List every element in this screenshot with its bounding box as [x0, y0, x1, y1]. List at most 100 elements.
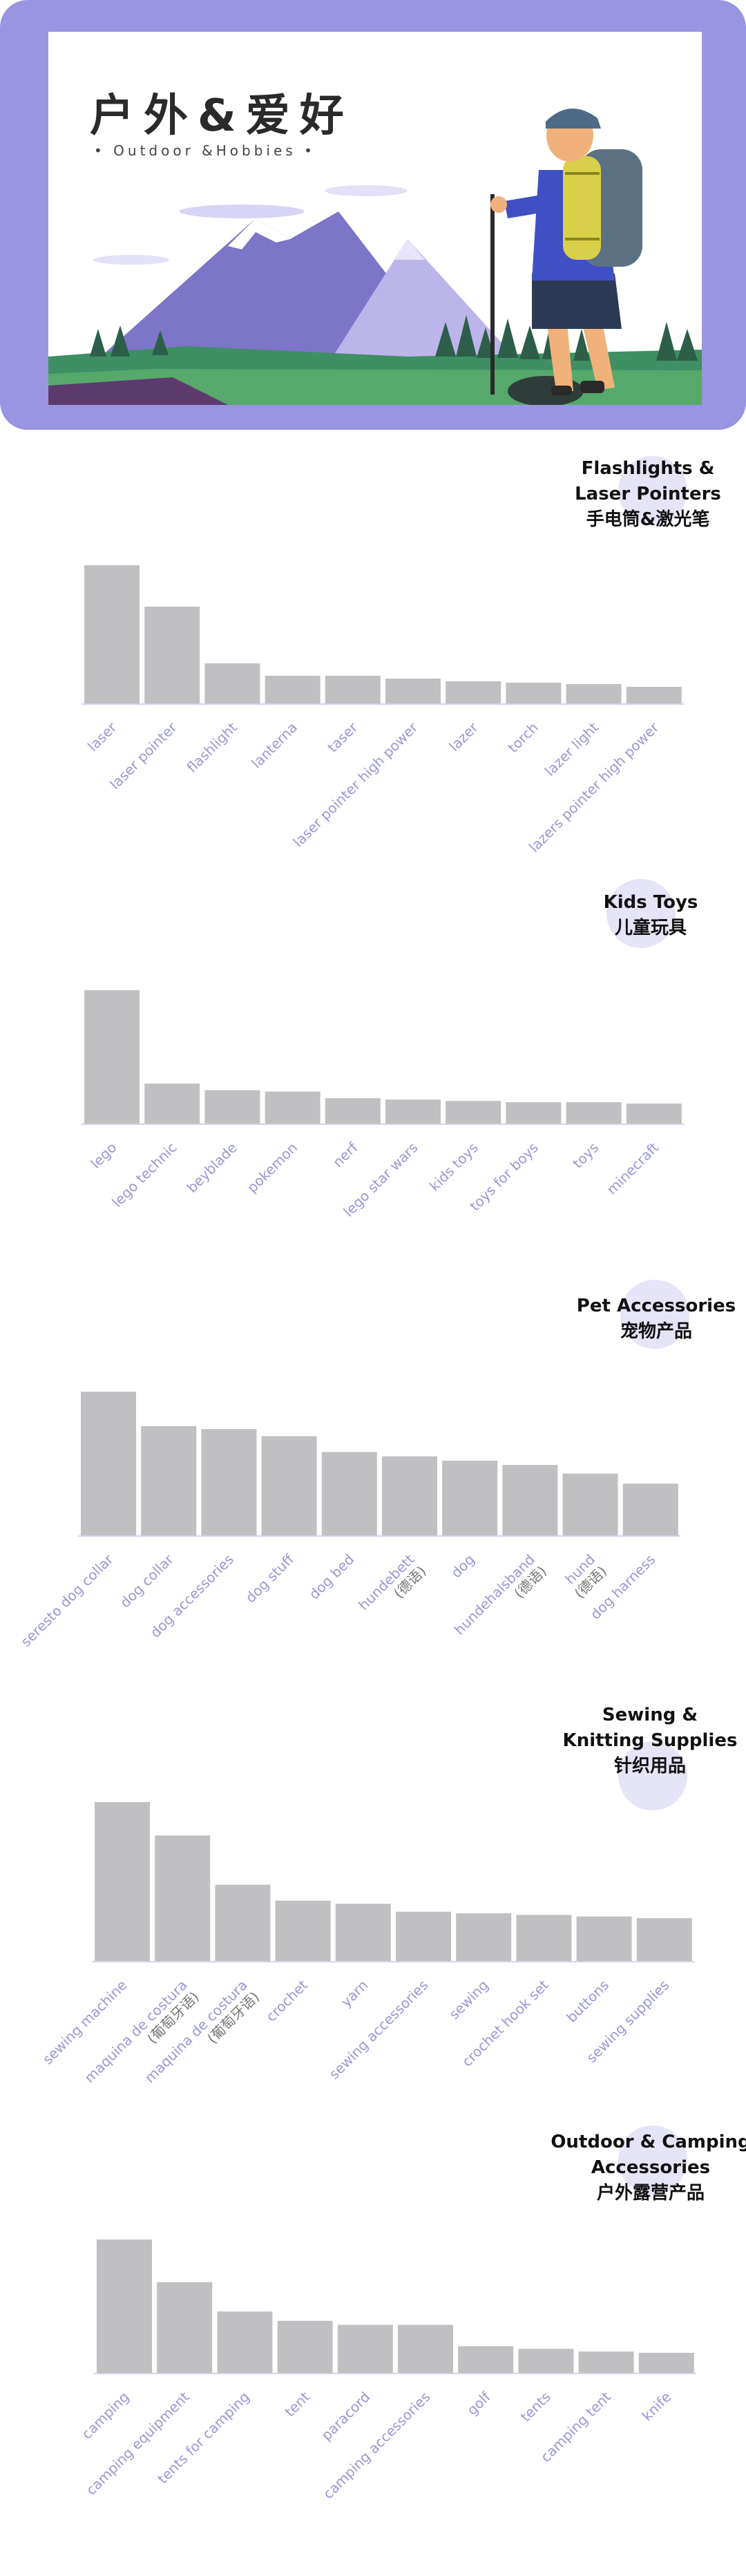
- x-tick-label: lego technic: [108, 1139, 180, 1211]
- x-tick-label: lego: [87, 1139, 119, 1172]
- bar: [84, 565, 140, 703]
- chart-title-line: Pet Accessories: [576, 1296, 736, 1316]
- bar: [144, 1083, 200, 1124]
- x-tick-label: golf: [463, 2388, 494, 2418]
- x-tick-label: dog bed: [306, 1551, 358, 1603]
- bar: [638, 2353, 694, 2373]
- bar: [636, 1917, 692, 1961]
- chart-title-line: 儿童玩具: [614, 918, 687, 938]
- hiker-mountain-illustration: [48, 108, 702, 405]
- x-tick-label: pokemon: [244, 1139, 300, 1196]
- bar: [144, 607, 200, 703]
- x-tick-label: hundebett(德语): [355, 1551, 429, 1625]
- x-tick-label: flashlight: [184, 719, 240, 775]
- x-tick-label: seresto dog collar: [17, 1551, 117, 1650]
- title-decoration-dot: [618, 2125, 687, 2195]
- bar: [502, 1465, 558, 1535]
- chart-flashlights: Flashlights & Laser Pointers 手电筒&激光笔 las…: [0, 442, 746, 871]
- bar: [456, 1913, 512, 1961]
- bar: [265, 1091, 321, 1124]
- bar: [261, 1436, 317, 1535]
- title-decoration-dot: [606, 879, 676, 948]
- bar: [277, 2320, 333, 2373]
- bar: [516, 1915, 572, 1961]
- x-tick-label: dog: [448, 1551, 478, 1582]
- bar: [141, 1426, 197, 1535]
- chart-outdoor-camping: Outdoor & Camping Accessories 户外露营产品 cam…: [0, 2114, 746, 2576]
- chart-title-line: Outdoor & Camping: [551, 2132, 746, 2152]
- x-tick-label: dog collar: [117, 1551, 177, 1611]
- bar: [446, 1101, 501, 1124]
- chart-title: Kids Toys 儿童玩具: [533, 890, 746, 941]
- x-tick-label: lazer: [446, 719, 481, 755]
- x-tick-label: sewing: [446, 1977, 491, 2023]
- bar: [204, 663, 260, 703]
- x-tick-label: minecraft: [603, 1139, 662, 1197]
- title-decoration-dot: [618, 456, 687, 525]
- x-tick-label: dog harness: [587, 1551, 659, 1623]
- bar: [275, 1900, 331, 1961]
- chart-title-line: 针织用品: [613, 1756, 686, 1777]
- chart-title: Pet Accessories 宠物产品: [539, 1294, 746, 1345]
- bar: [95, 1802, 150, 1961]
- chart-title-line: 手电筒&激光笔: [586, 509, 710, 530]
- bar: [385, 679, 441, 703]
- x-tick-label: lazers pointer high power: [526, 719, 662, 855]
- bar: [562, 1473, 618, 1535]
- x-tick-label: dog stuff: [242, 1551, 298, 1607]
- bar: [566, 684, 622, 703]
- chart-title: Flashlights & Laser Pointers 手电筒&激光笔: [530, 456, 746, 533]
- chart-kids-toys: Kids Toys 儿童玩具 lego lego technic beyblade p…: [0, 871, 746, 1271]
- bar: [97, 2239, 152, 2373]
- chart-title-line: Flashlights &: [581, 458, 715, 479]
- bar: [385, 1099, 441, 1124]
- title-decoration-dot: [620, 1280, 689, 1349]
- bar: [215, 1884, 271, 1961]
- chart-title: Outdoor & Camping Accessories 户外露营产品: [533, 2130, 746, 2206]
- chart-sewing-knitting: Sewing & Knitting Supplies 针织用品 sewing m…: [0, 1686, 746, 2114]
- chart-title-line: Accessories: [591, 2157, 711, 2178]
- bar: [321, 1452, 377, 1535]
- bar: [578, 2351, 634, 2373]
- bar: [626, 687, 682, 703]
- x-tick-label: yarn: [338, 1977, 372, 2011]
- chart-title-line: Laser Pointers: [575, 484, 721, 504]
- title-decoration-dot: [618, 1741, 687, 1810]
- bar: [201, 1429, 257, 1535]
- x-tick-label: sewing accessories: [325, 1977, 431, 2083]
- x-tick-label: buttons: [563, 1977, 612, 2026]
- bar: [382, 1456, 437, 1535]
- x-tick-label: toys: [569, 1139, 602, 1172]
- chart-pet-accessories: Pet Accessories 宠物产品 seresto dog collar d…: [0, 1271, 746, 1686]
- bar: [204, 1090, 260, 1124]
- bar: [398, 2324, 453, 2373]
- x-tick-label: laser: [84, 719, 120, 755]
- bar: [506, 1102, 562, 1124]
- banner-title: 户外&爱好: [90, 91, 354, 142]
- x-tick-label: tents: [517, 2389, 554, 2425]
- x-tick-label: lanterna: [248, 719, 300, 772]
- x-tick-label: hund(德语): [560, 1551, 610, 1602]
- x-tick-label: tent: [281, 2388, 313, 2420]
- bar: [626, 1104, 682, 1124]
- x-tick-label: torch: [505, 719, 542, 756]
- chart-title-line: Knitting Supplies: [562, 1730, 738, 1751]
- x-tick-label: camping equipment: [83, 2388, 193, 2498]
- bar: [84, 990, 140, 1124]
- chart-title: Sewing & Knitting Supplies 针织用品: [533, 1703, 746, 1779]
- bar: [325, 1098, 381, 1124]
- bar: [325, 676, 381, 703]
- x-tick-label: kids toys: [426, 1139, 481, 1195]
- bar: [506, 683, 562, 703]
- x-tick-label: nerf: [329, 1139, 361, 1171]
- bar: [335, 1904, 391, 1961]
- x-tick-label: paracord: [318, 2389, 373, 2444]
- x-tick-label: crochet: [262, 1976, 311, 2025]
- hero-banner: 户外&爱好 • Outdoor &Hobbies •: [48, 32, 702, 405]
- bar: [265, 676, 321, 703]
